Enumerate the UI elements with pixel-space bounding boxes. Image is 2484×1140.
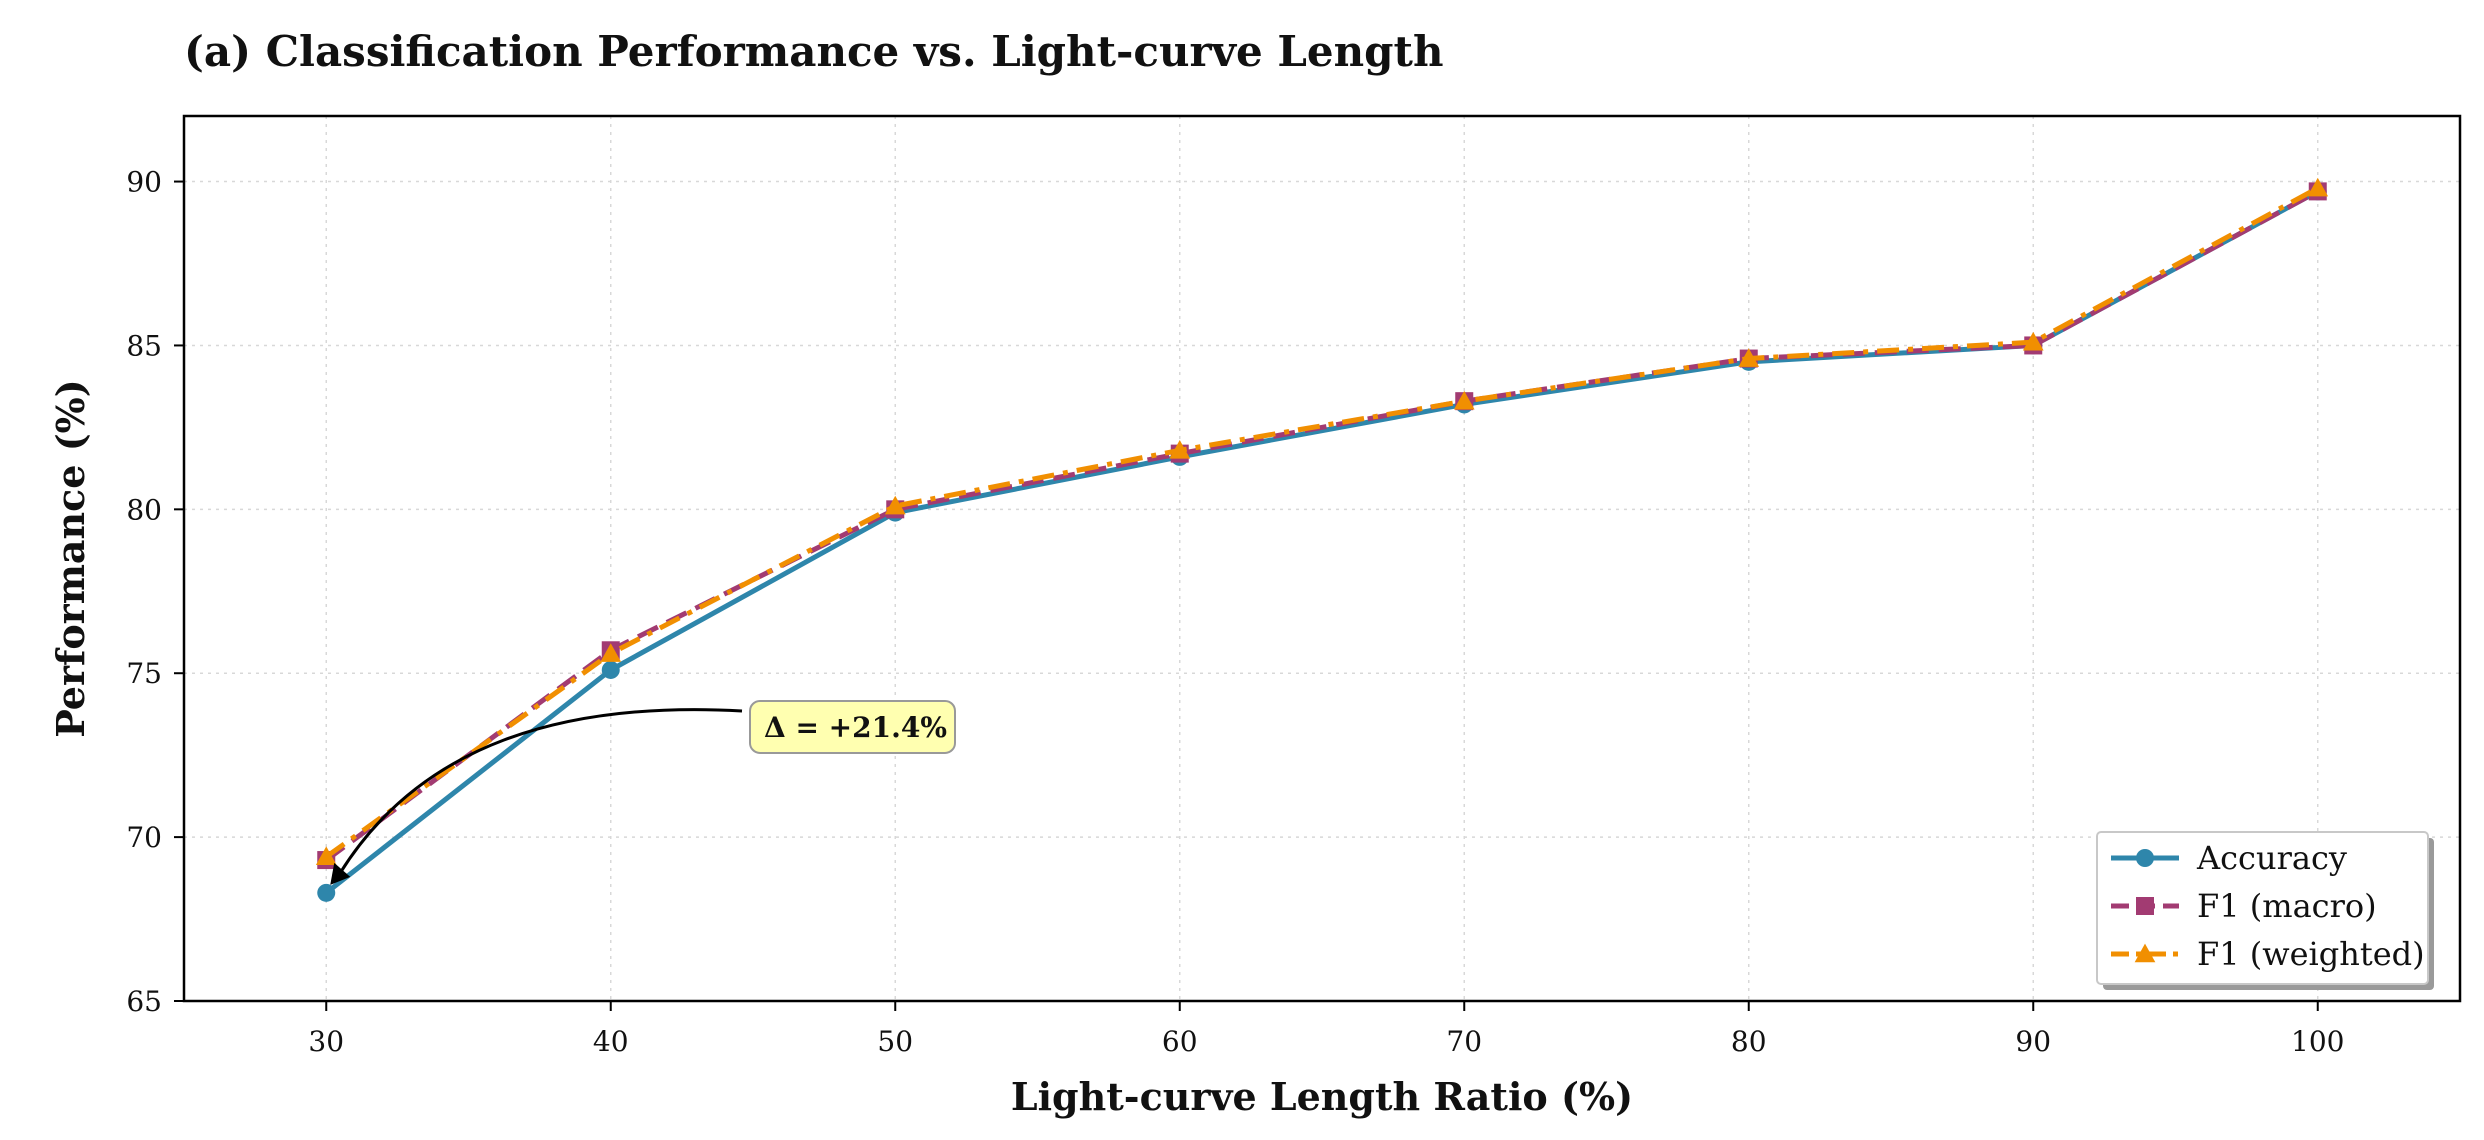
x-tick-label-90: 90 <box>2015 1025 2051 1058</box>
annotation-text: Δ = +21.4% <box>764 711 947 744</box>
y-tick-label-65: 65 <box>126 985 162 1018</box>
series-line-2 <box>324 185 2319 859</box>
data-point-2-0 <box>315 846 337 866</box>
legend-box <box>2096 831 2429 985</box>
data-point-2-4 <box>1453 390 1475 410</box>
legend-label-0: Accuracy <box>2196 839 2347 877</box>
y-tick-label-70: 70 <box>126 821 162 854</box>
series <box>315 177 2329 902</box>
data-point-2-7 <box>2307 177 2329 197</box>
x-tick-label-70: 70 <box>1446 1025 1482 1058</box>
series-1 <box>317 182 2327 870</box>
plot-frame <box>182 114 2462 1003</box>
legend-label-2: F1 (weighted) <box>2197 935 2425 973</box>
legend: Accuracy F1 (macro) F1 (weighted) <box>2096 831 2434 990</box>
legend-marker-0 <box>2136 849 2154 867</box>
chart-title: (a) Classification Performance vs. Light… <box>184 27 1444 76</box>
x-tick-label-40: 40 <box>593 1025 629 1058</box>
annotation-arrow <box>338 708 743 874</box>
annotation: Δ = +21.4% <box>330 699 956 885</box>
legend-label-1: F1 (macro) <box>2197 887 2377 925</box>
annotation-arrowhead <box>330 862 351 885</box>
x-tick-label-80: 80 <box>1731 1025 1767 1058</box>
x-tick-label-100: 100 <box>2291 1025 2344 1058</box>
y-tick-label-85: 85 <box>126 329 162 362</box>
series-0 <box>317 182 2327 902</box>
x-tick-label-50: 50 <box>877 1025 913 1058</box>
data-point-2-3 <box>1169 439 1191 459</box>
data-point-2-6 <box>2022 331 2044 351</box>
data-point-0-1 <box>601 660 620 679</box>
data-point-2-1 <box>600 643 622 662</box>
annotation-box <box>749 699 956 754</box>
y-tick-label-80: 80 <box>126 493 162 526</box>
data-point-2-5 <box>1738 348 1760 367</box>
x-tick-label-30: 30 <box>308 1025 344 1058</box>
series-line-1 <box>324 189 2319 863</box>
axis-ticks: 30 40 50 60 70 80 90 100 65 70 75 80 85 90 <box>126 166 2344 1058</box>
legend-marker-1 <box>2136 897 2154 915</box>
series-line-0 <box>324 189 2319 895</box>
y-axis-label: Performance (%) <box>48 379 93 738</box>
data-point-2-2 <box>884 495 906 515</box>
legend-marker-2 <box>2134 943 2156 963</box>
x-axis-label: Light-curve Length Ratio (%) <box>1011 1074 1633 1119</box>
x-tick-label-60: 60 <box>1162 1025 1198 1058</box>
data-point-0-0 <box>317 883 336 902</box>
y-tick-label-90: 90 <box>126 166 162 199</box>
series-2 <box>315 177 2329 866</box>
y-tick-label-75: 75 <box>126 657 162 690</box>
